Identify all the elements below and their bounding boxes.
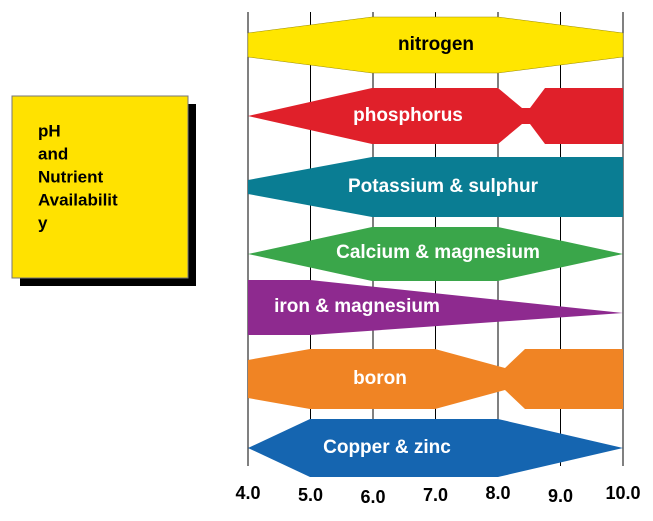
- band-label: iron & magnesium: [274, 296, 440, 317]
- x-tick-label: 7.0: [423, 485, 448, 505]
- band-label: Potassium & sulphur: [348, 176, 539, 197]
- band-label: Copper & zinc: [323, 437, 451, 458]
- band-shape: [248, 88, 623, 144]
- title-line: and: [38, 144, 68, 163]
- x-tick-label: 4.0: [235, 483, 260, 503]
- band-shape: [248, 157, 623, 217]
- band-shape: [248, 349, 623, 409]
- band-label: Calcium & magnesium: [336, 242, 540, 263]
- title-line: Availabilit: [38, 190, 118, 209]
- band-shape: [247, 16, 624, 74]
- band-shape: [248, 227, 623, 281]
- band-label: nitrogen: [398, 34, 474, 55]
- x-tick-label: 8.0: [485, 483, 510, 503]
- x-tick-label: 9.0: [548, 486, 573, 506]
- band-shape: [248, 419, 623, 477]
- x-tick-label: 10.0: [605, 483, 640, 503]
- band-label: phosphorus: [353, 105, 463, 126]
- band-label: boron: [353, 368, 407, 389]
- x-axis: 4.0 5.0 6.0 7.0 8.0 9.0 10.0: [235, 483, 640, 507]
- title-line: Nutrient: [38, 167, 104, 186]
- x-tick-label: 6.0: [360, 487, 385, 507]
- title-line: y: [38, 213, 48, 232]
- title-line: pH: [38, 121, 61, 140]
- x-tick-label: 5.0: [298, 485, 323, 505]
- title-box: [11, 95, 189, 279]
- band-shape: [248, 280, 623, 335]
